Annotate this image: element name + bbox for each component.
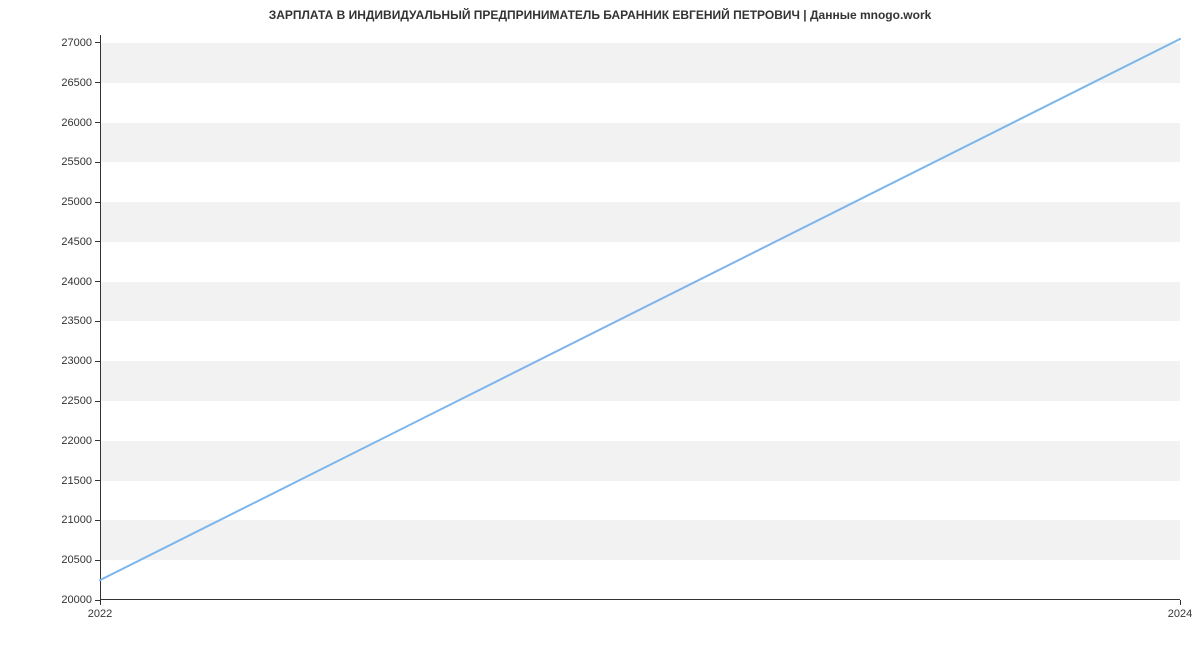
y-tick-label: 20500 — [61, 554, 92, 566]
chart-title: ЗАРПЛАТА В ИНДИВИДУАЛЬНЫЙ ПРЕДПРИНИМАТЕЛ… — [0, 8, 1200, 22]
y-tick-label: 20000 — [61, 594, 92, 606]
y-tick-label: 25500 — [61, 156, 92, 168]
series-line-salary — [100, 39, 1180, 580]
y-tick-mark — [95, 440, 100, 441]
y-tick-label: 23500 — [61, 315, 92, 327]
y-tick-label: 21000 — [61, 514, 92, 526]
y-tick-mark — [95, 162, 100, 163]
salary-chart: ЗАРПЛАТА В ИНДИВИДУАЛЬНЫЙ ПРЕДПРИНИМАТЕЛ… — [0, 0, 1200, 650]
y-tick-mark — [95, 42, 100, 43]
y-tick-label: 26500 — [61, 77, 92, 89]
x-tick-label: 2024 — [1168, 608, 1192, 620]
y-tick-label: 23000 — [61, 355, 92, 367]
y-tick-mark — [95, 520, 100, 521]
plot-area — [100, 35, 1180, 600]
y-tick-label: 26000 — [61, 117, 92, 129]
y-tick-mark — [95, 321, 100, 322]
y-tick-label: 21500 — [61, 475, 92, 487]
y-tick-mark — [95, 401, 100, 402]
y-tick-label: 25000 — [61, 196, 92, 208]
y-tick-label: 27000 — [61, 37, 92, 49]
y-tick-mark — [95, 82, 100, 83]
x-tick-mark — [100, 600, 101, 605]
y-tick-mark — [95, 560, 100, 561]
y-tick-mark — [95, 241, 100, 242]
y-tick-mark — [95, 122, 100, 123]
y-tick-label: 24000 — [61, 276, 92, 288]
y-tick-mark — [95, 202, 100, 203]
y-tick-label: 22500 — [61, 395, 92, 407]
x-tick-mark — [1180, 600, 1181, 605]
y-tick-label: 22000 — [61, 435, 92, 447]
y-tick-mark — [95, 361, 100, 362]
y-tick-mark — [95, 480, 100, 481]
line-layer — [100, 35, 1180, 600]
x-tick-label: 2022 — [88, 608, 112, 620]
y-tick-label: 24500 — [61, 236, 92, 248]
y-tick-mark — [95, 281, 100, 282]
